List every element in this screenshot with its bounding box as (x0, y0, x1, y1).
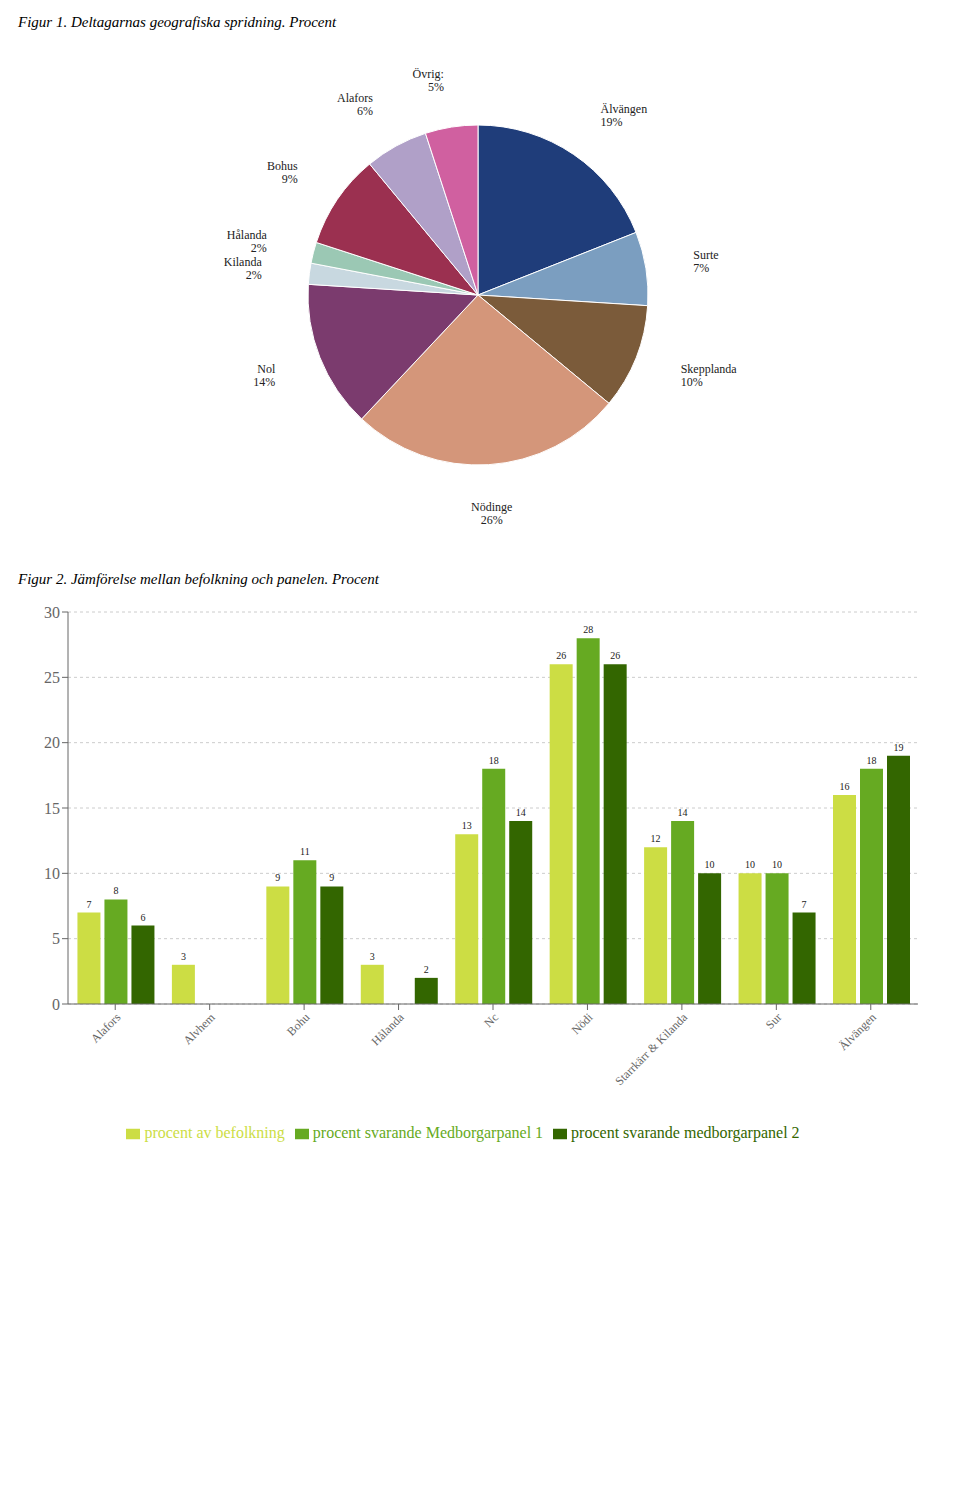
svg-text:5: 5 (52, 930, 60, 947)
svg-text:Bohu: Bohu (284, 1010, 312, 1038)
svg-text:13: 13 (462, 820, 472, 831)
svg-text:0: 0 (52, 996, 60, 1013)
html-text:Figur 2. Jämförelse mellan bef: Figur 2. Jämförelse mellan befolkning oc… (18, 571, 379, 587)
svg-text:3: 3 (370, 951, 375, 962)
svg-text:11: 11 (300, 846, 310, 857)
svg-text:6: 6 (140, 912, 145, 923)
svg-text:Älvängen19%: Älvängen19% (601, 102, 648, 129)
svg-text:Starrkärr & Kilanda: Starrkärr & Kilanda (612, 1010, 690, 1088)
svg-text:10: 10 (705, 859, 715, 870)
svg-text:Nc: Nc (481, 1010, 501, 1030)
svg-text:10: 10 (745, 859, 755, 870)
svg-text:8: 8 (113, 885, 118, 896)
svg-text:Hålanda2%: Hålanda2% (227, 228, 268, 255)
svg-text:Nödinge26%: Nödinge26% (471, 500, 512, 527)
svg-text:Nol14%: Nol14% (253, 362, 276, 389)
svg-text:26: 26 (556, 650, 566, 661)
svg-text:Alafors: Alafors (88, 1010, 124, 1046)
svg-text:14: 14 (678, 807, 688, 818)
svg-text:2: 2 (424, 964, 429, 975)
svg-text:3: 3 (181, 951, 186, 962)
svg-text:Alafors6%: Alafors6% (337, 91, 373, 118)
svg-text:25: 25 (44, 669, 60, 686)
svg-text:26: 26 (610, 650, 620, 661)
html-text:procent svarande Medborgarpane: procent svarande Medborgarpanel 1 (312, 1124, 544, 1141)
svg-text:Surte7%: Surte7% (693, 248, 718, 275)
svg-text:Bohus9%: Bohus9% (267, 159, 298, 186)
svg-text:7: 7 (86, 899, 91, 910)
svg-text:28: 28 (583, 624, 593, 635)
svg-text:Hålanda: Hålanda (369, 1010, 408, 1049)
svg-text:12: 12 (651, 833, 661, 844)
svg-text:16: 16 (840, 781, 850, 792)
svg-text:30: 30 (44, 604, 60, 621)
html-text:procent av befolkning: procent av befolkning (144, 1124, 285, 1141)
svg-text:Nödi: Nödi (569, 1010, 596, 1037)
svg-text:10: 10 (772, 859, 782, 870)
svg-text:Älvängen: Älvängen (836, 1010, 879, 1053)
svg-text:9: 9 (329, 872, 334, 883)
svg-text:15: 15 (44, 800, 60, 817)
svg-text:20: 20 (44, 734, 60, 751)
svg-text:7: 7 (802, 899, 807, 910)
svg-text:10: 10 (44, 865, 60, 882)
svg-text:Kilanda2%: Kilanda2% (224, 255, 263, 282)
svg-text:Skepplanda10%: Skepplanda10% (681, 362, 738, 389)
svg-text:14: 14 (516, 807, 526, 818)
svg-text:Övrig:5%: Övrig:5% (413, 67, 444, 94)
html-text:procent svarande medborgarpane: procent svarande medborgarpanel 2 (571, 1124, 800, 1141)
svg-text:18: 18 (867, 755, 877, 766)
svg-text:Alvhem: Alvhem (181, 1010, 219, 1048)
svg-text:Sur: Sur (763, 1010, 785, 1032)
html-text:Figur 1. Deltagarnas geografis: Figur 1. Deltagarnas geografiska spridni… (18, 14, 337, 30)
svg-text:18: 18 (489, 755, 499, 766)
svg-text:19: 19 (894, 742, 904, 753)
svg-text:9: 9 (275, 872, 280, 883)
